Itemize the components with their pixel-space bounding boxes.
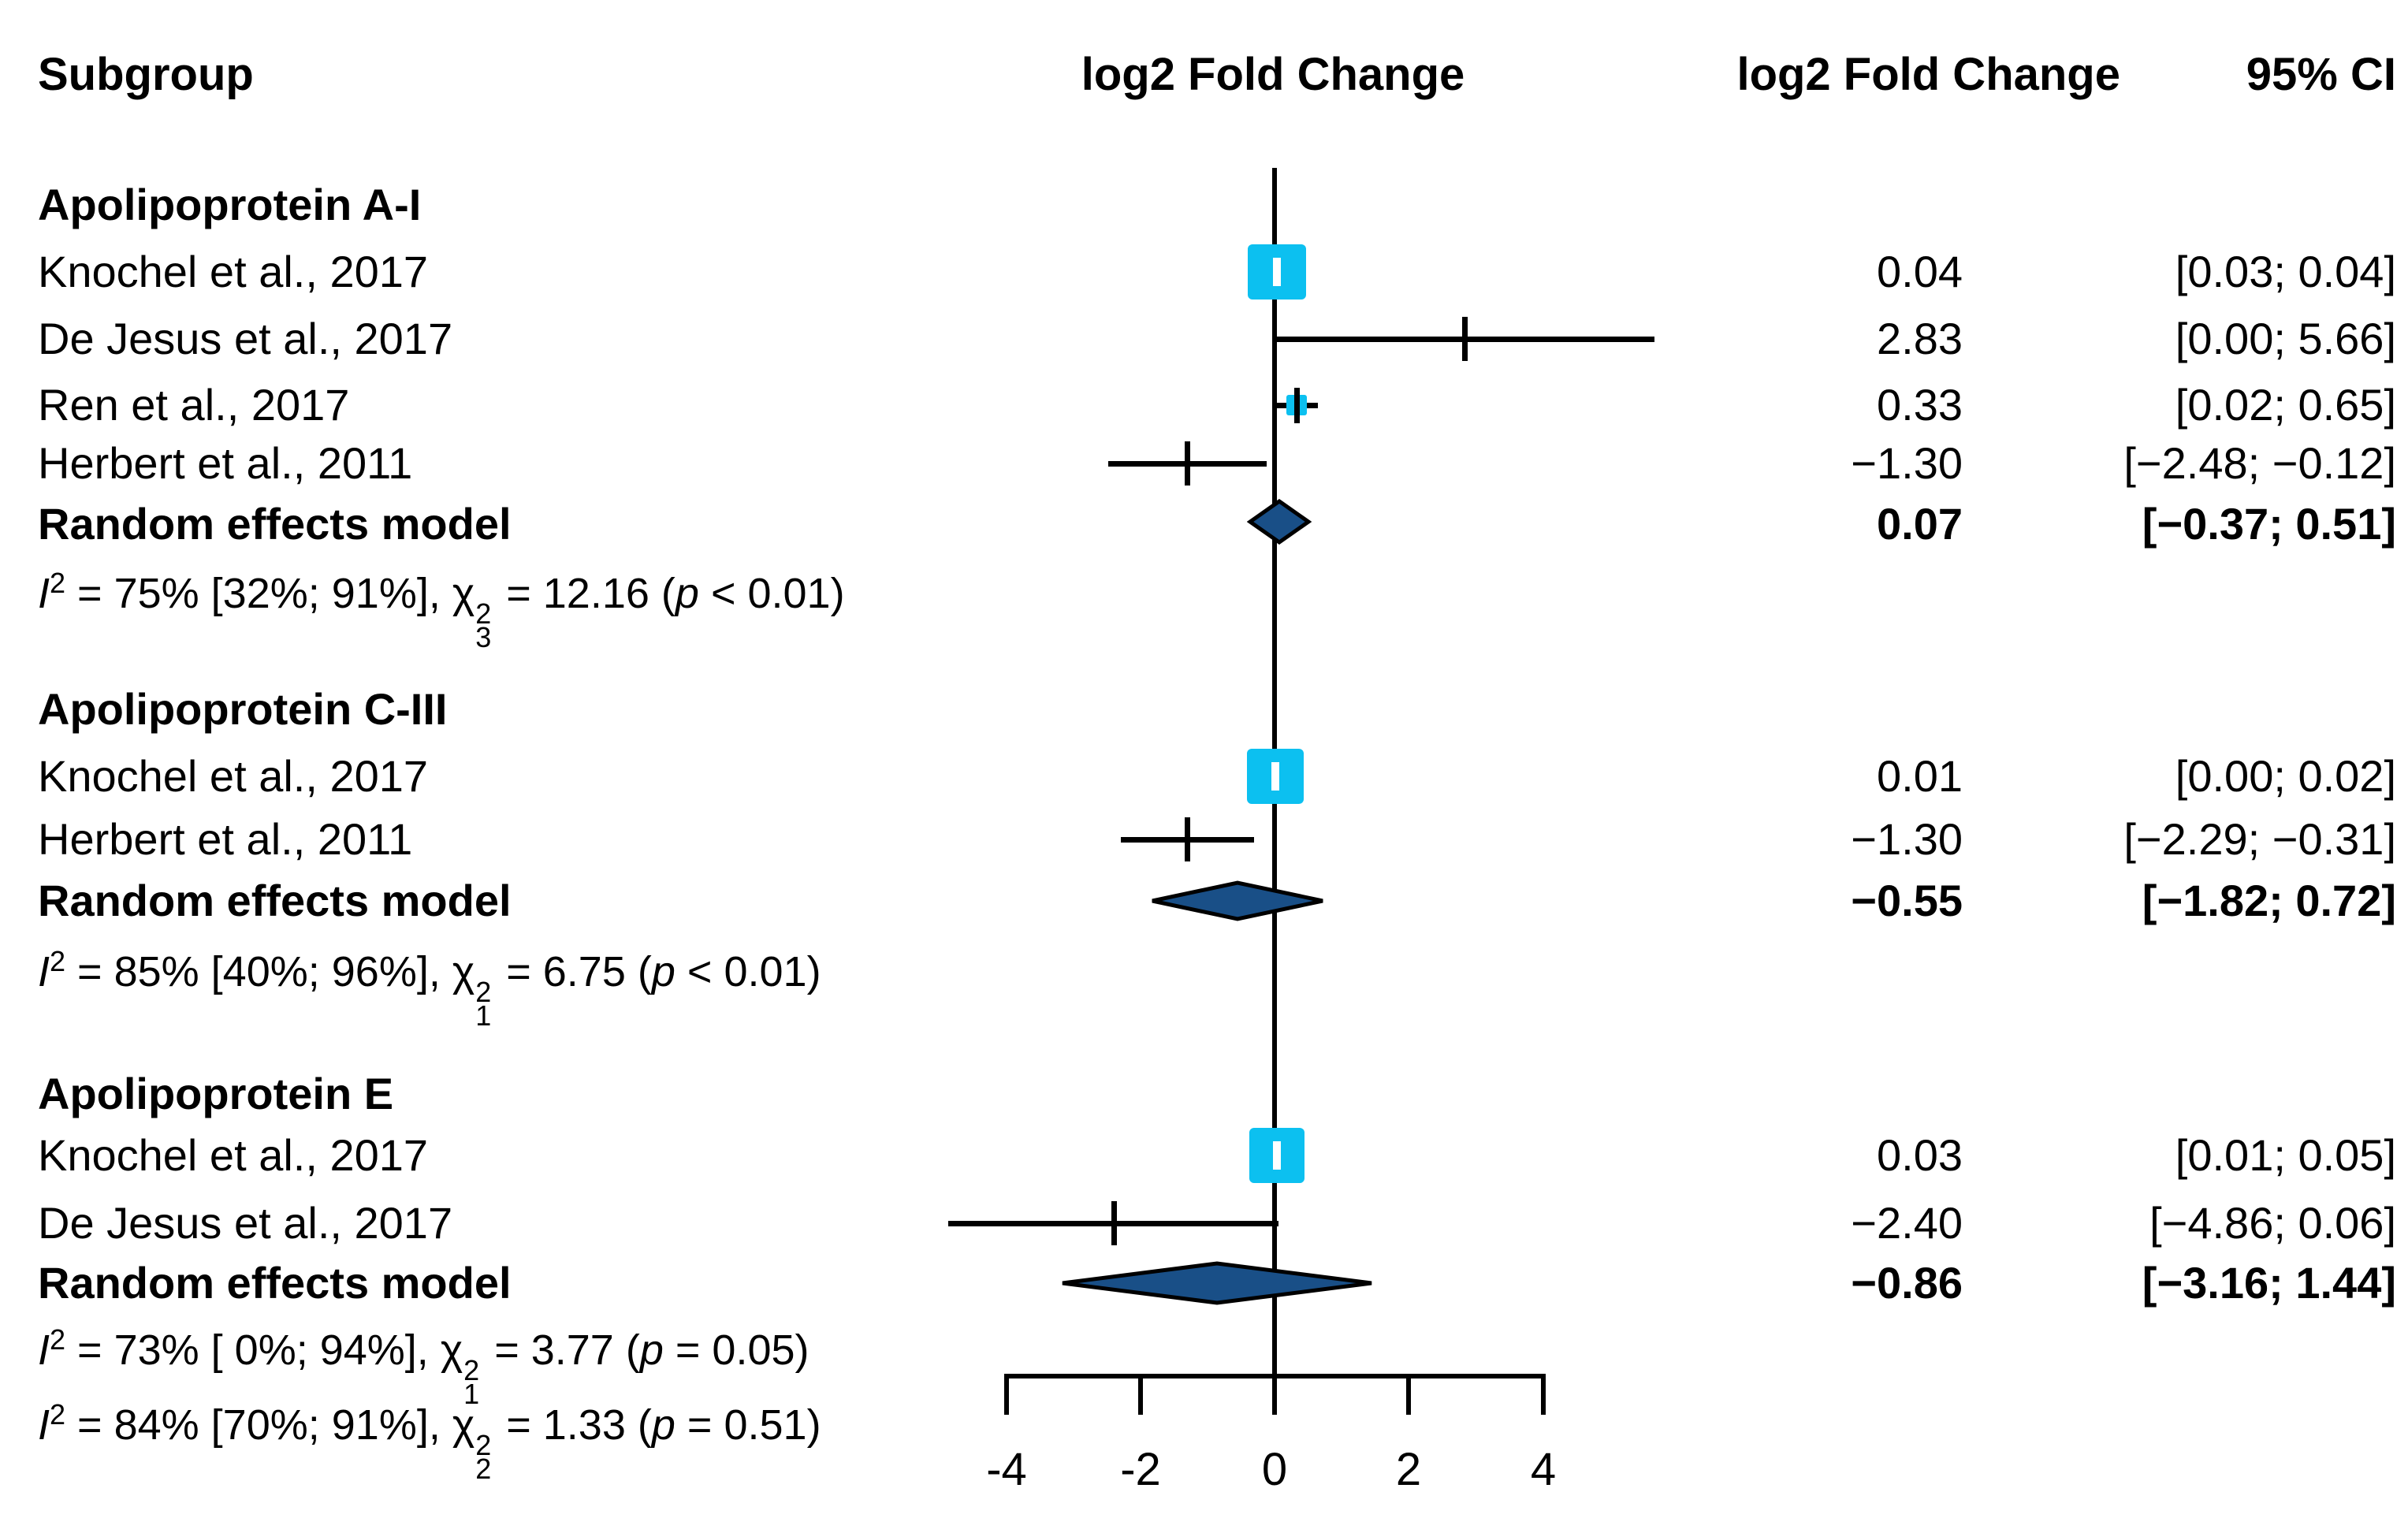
study-label: Knochel et al., 2017 (38, 1130, 429, 1180)
study-label: Herbert et al., 2011 (38, 814, 413, 864)
point-estimate-tick (1111, 1201, 1117, 1245)
pooled-label: Random effects model (38, 876, 512, 925)
pooled-effect: −0.86 (1851, 1258, 1963, 1308)
het-text: = 84% [70%; 91%], χ (65, 1401, 475, 1449)
point-estimate-tick (1462, 317, 1468, 361)
pooled-effect: 0.07 (1877, 499, 1963, 549)
study-label: Ren et al., 2017 (38, 380, 350, 430)
study-ci: [−2.48; −0.12] (2123, 438, 2396, 488)
x-axis-tick-label: 0 (1261, 1444, 1288, 1495)
point-estimate-tick (1273, 258, 1281, 286)
point-estimate-tick (1294, 388, 1300, 423)
x-axis-tick (1272, 1374, 1277, 1415)
point-estimate-tick (1185, 817, 1190, 861)
section-title: Apolipoprotein A-I (38, 180, 422, 229)
p-symbol: p (651, 948, 676, 995)
het-text: < 0.01) (675, 948, 821, 995)
weight-square (1247, 749, 1304, 804)
study-label: Knochel et al., 2017 (38, 751, 429, 801)
x-axis-tick (1541, 1374, 1546, 1415)
i2-symbol: I (38, 948, 50, 995)
het-text: = 12.16 ( (494, 570, 676, 617)
x-axis-tick (1004, 1374, 1009, 1415)
i2-exponent: 2 (50, 945, 66, 977)
pooled-diamond (1062, 1261, 1372, 1305)
study-ci: [0.01; 0.05] (2175, 1130, 2396, 1180)
i2-symbol: I (38, 1326, 50, 1374)
section-title: Apolipoprotein E (38, 1069, 394, 1118)
weight-square (1249, 1128, 1304, 1183)
het-text: = 73% [ 0%; 94%], χ (65, 1326, 463, 1374)
study-ci: [−4.86; 0.06] (2149, 1198, 2396, 1248)
pooled-ci: [−0.37; 0.51] (2142, 499, 2396, 549)
plot-column-header: log2 Fold Change (1081, 49, 1465, 100)
weight-square (1248, 244, 1306, 300)
pooled-diamond (1152, 880, 1323, 921)
i2-symbol: I (38, 570, 50, 617)
study-ci: [0.00; 5.66] (2175, 314, 2396, 363)
het-text: = 85% [40%; 96%], χ (65, 948, 475, 995)
pooled-diamond (1247, 498, 1312, 545)
study-effect: 2.83 (1877, 314, 1963, 363)
study-effect: 0.01 (1877, 751, 1963, 801)
het-text: = 3.77 ( (482, 1326, 640, 1374)
study-effect: 0.04 (1877, 247, 1963, 296)
het-text: = 0.05) (663, 1326, 809, 1374)
point-estimate-tick (1185, 441, 1190, 486)
x-axis-tick (1406, 1374, 1411, 1415)
p-symbol: p (639, 1326, 664, 1374)
x-axis-tick-label: -2 (1120, 1444, 1161, 1495)
x-axis-tick (1138, 1374, 1143, 1415)
section-title: Apolipoprotein C-III (38, 684, 448, 734)
pooled-label: Random effects model (38, 1258, 512, 1308)
study-effect: −2.40 (1851, 1198, 1963, 1248)
x-axis-tick-label: 2 (1395, 1444, 1422, 1495)
ci-column-header: 95% CI (2246, 49, 2396, 100)
column-header-subgroup: Subgroup (38, 49, 254, 100)
i2-exponent: 2 (50, 1398, 66, 1431)
effect-column-header: log2 Fold Change (1736, 49, 2120, 100)
het-text: = 75% [32%; 91%], χ (65, 570, 475, 617)
het-text: = 6.75 ( (494, 948, 652, 995)
x-axis-tick-label: 4 (1530, 1444, 1557, 1495)
study-ci: [−2.29; −0.31] (2123, 814, 2396, 864)
het-text: = 0.51) (675, 1401, 821, 1449)
study-ci: [0.00; 0.02] (2175, 751, 2396, 801)
i2-exponent: 2 (50, 567, 66, 599)
point-estimate-tick (1273, 1141, 1281, 1170)
study-effect: −1.30 (1851, 438, 1963, 488)
study-label: De Jesus et al., 2017 (38, 314, 453, 363)
pooled-ci: [−3.16; 1.44] (2142, 1258, 2396, 1308)
i2-symbol: I (38, 1401, 50, 1449)
p-symbol: p (651, 1401, 676, 1449)
study-effect: −1.30 (1851, 814, 1963, 864)
study-effect: 0.33 (1877, 380, 1963, 430)
x-axis-tick-label: -4 (986, 1444, 1027, 1495)
pooled-label: Random effects model (38, 499, 512, 549)
study-label: Knochel et al., 2017 (38, 247, 429, 296)
point-estimate-tick (1271, 762, 1279, 791)
i2-exponent: 2 (50, 1323, 66, 1356)
study-ci: [0.03; 0.04] (2175, 247, 2396, 296)
study-label: Herbert et al., 2011 (38, 438, 413, 488)
study-effect: 0.03 (1877, 1130, 1963, 1180)
p-symbol: p (675, 570, 699, 617)
study-ci: [0.02; 0.65] (2175, 380, 2396, 430)
pooled-effect: −0.55 (1851, 876, 1963, 925)
pooled-ci: [−1.82; 0.72] (2142, 876, 2396, 925)
het-text: < 0.01) (698, 570, 845, 617)
het-text: = 1.33 ( (494, 1401, 652, 1449)
study-label: De Jesus et al., 2017 (38, 1198, 453, 1248)
